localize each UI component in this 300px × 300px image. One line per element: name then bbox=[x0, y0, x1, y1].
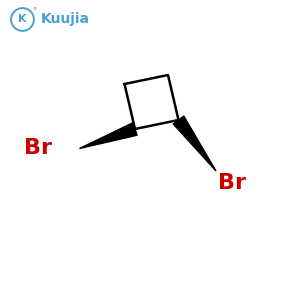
Text: Br: Br bbox=[218, 173, 245, 193]
Text: Kuujia: Kuujia bbox=[40, 13, 89, 26]
Polygon shape bbox=[80, 123, 137, 148]
Text: Br: Br bbox=[24, 139, 52, 158]
Text: °: ° bbox=[32, 8, 37, 16]
Text: K: K bbox=[18, 14, 27, 25]
Polygon shape bbox=[173, 116, 216, 171]
